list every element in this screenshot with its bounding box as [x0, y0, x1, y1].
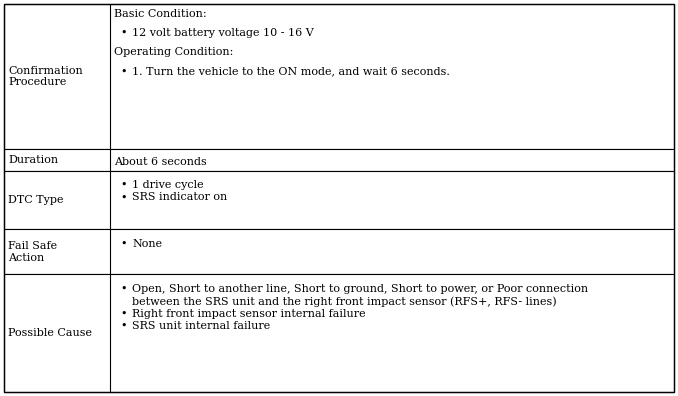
- Text: Right front impact sensor internal failure: Right front impact sensor internal failu…: [132, 308, 365, 318]
- Text: Possible Cause: Possible Cause: [8, 328, 92, 338]
- Text: Duration: Duration: [8, 155, 58, 165]
- Text: Fail Safe
Action: Fail Safe Action: [8, 241, 57, 263]
- Text: •: •: [120, 239, 127, 249]
- Text: 1. Turn the vehicle to the ON mode, and wait 6 seconds.: 1. Turn the vehicle to the ON mode, and …: [132, 67, 450, 77]
- Text: •: •: [120, 28, 127, 38]
- Bar: [4, 274, 674, 392]
- Text: Basic Condition:: Basic Condition:: [114, 9, 207, 19]
- Text: •: •: [120, 284, 127, 294]
- Text: •: •: [120, 180, 127, 190]
- Text: SRS indicator on: SRS indicator on: [132, 192, 227, 202]
- Text: Confirmation
Procedure: Confirmation Procedure: [8, 66, 83, 87]
- Text: 12 volt battery voltage 10 - 16 V: 12 volt battery voltage 10 - 16 V: [132, 28, 314, 38]
- Text: •: •: [120, 321, 127, 331]
- Text: •: •: [120, 67, 127, 77]
- Text: DTC Type: DTC Type: [8, 195, 64, 205]
- Bar: [4, 171, 674, 229]
- Text: Operating Condition:: Operating Condition:: [114, 48, 233, 57]
- Text: •: •: [120, 192, 127, 202]
- Bar: [4, 229, 674, 274]
- Text: SRS unit internal failure: SRS unit internal failure: [132, 321, 271, 331]
- Bar: [4, 149, 674, 171]
- Text: About 6 seconds: About 6 seconds: [114, 157, 207, 167]
- Text: between the SRS unit and the right front impact sensor (RFS+, RFS- lines): between the SRS unit and the right front…: [132, 296, 557, 307]
- Bar: [4, 4, 674, 149]
- Text: 1 drive cycle: 1 drive cycle: [132, 180, 203, 190]
- Text: None: None: [132, 239, 162, 249]
- Text: Open, Short to another line, Short to ground, Short to power, or Poor connection: Open, Short to another line, Short to gr…: [132, 284, 588, 294]
- Text: •: •: [120, 308, 127, 318]
